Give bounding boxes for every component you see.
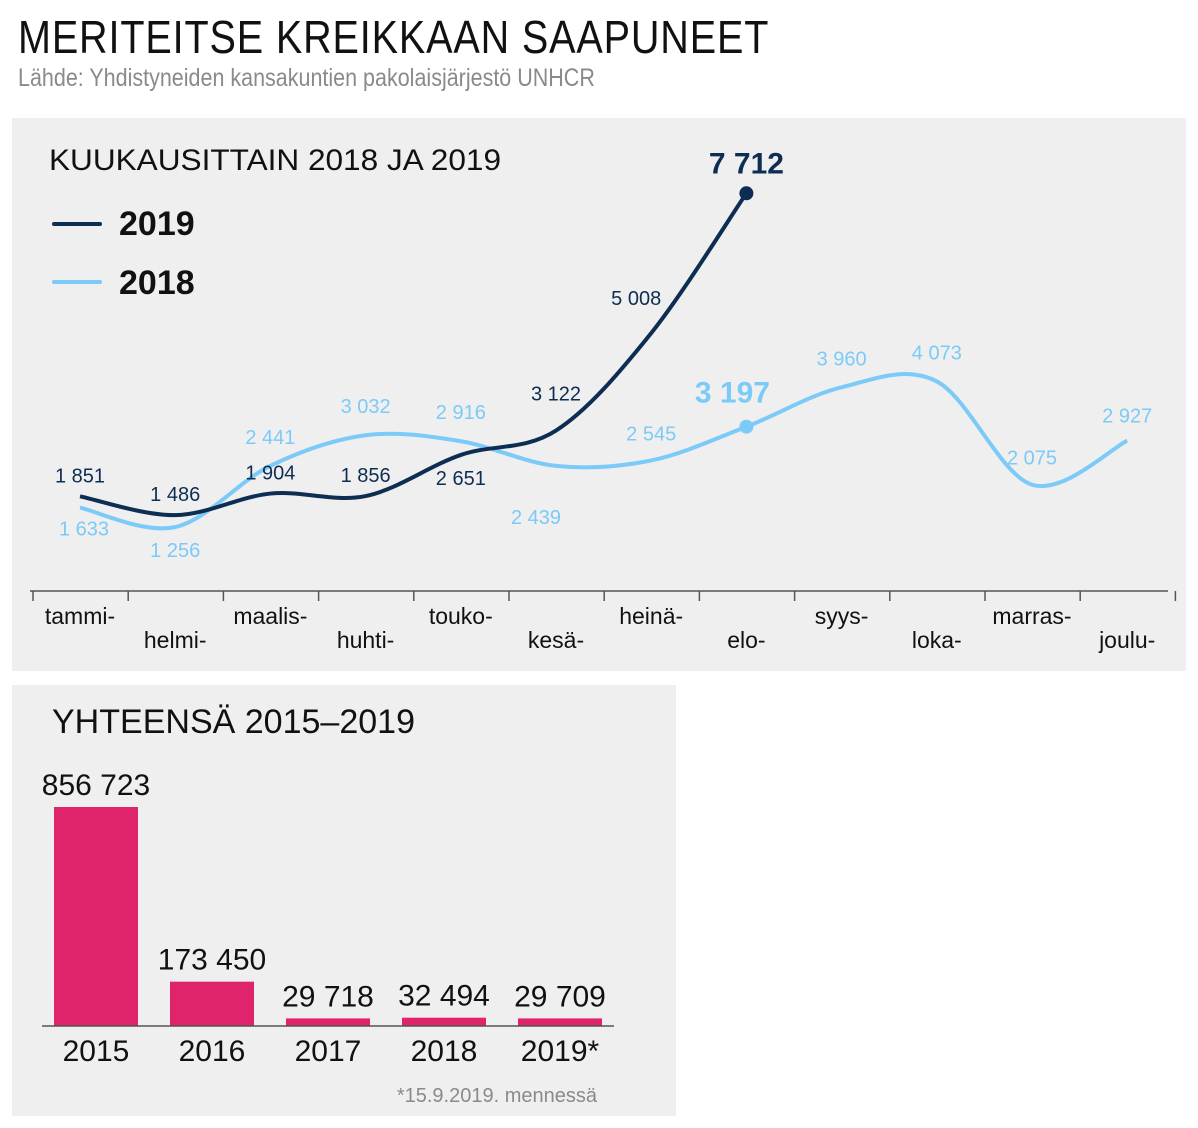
data-label-2019: 1 904 <box>245 463 295 485</box>
data-label-2019: 1 851 <box>55 465 105 487</box>
bar-chart-title: YHTEENSÄ 2015–2019 <box>52 703 415 741</box>
bar-2015 <box>54 807 138 1026</box>
data-label-2018: 1 633 <box>59 519 109 541</box>
point-2018-elo <box>739 419 754 434</box>
data-label-2018: 2 927 <box>1102 406 1152 428</box>
x-tick-label: huhti- <box>337 627 395 653</box>
bar-value-label: 173 450 <box>158 944 266 977</box>
data-label-2018: 3 960 <box>817 348 867 370</box>
x-tick-label: joulu- <box>1098 627 1155 653</box>
bar-value-label: 856 723 <box>42 769 150 802</box>
bar-value-label: 29 709 <box>514 980 606 1013</box>
x-tick-label: syys- <box>815 603 869 629</box>
yearly-bar-chart-panel: YHTEENSÄ 2015–2019 *15.9.2019. mennessä … <box>12 685 676 1116</box>
data-label-2019: 7 712 <box>709 147 784 180</box>
legend-label-2018: 2018 <box>119 264 195 302</box>
line-chart-title: KUUKAUSITTAIN 2018 JA 2019 <box>49 144 501 177</box>
page-title: MERITEITSE KREIKKAAN SAAPUNEET <box>18 11 770 63</box>
series-line-2018 <box>79 372 1129 531</box>
monthly-line-chart: KUUKAUSITTAIN 2018 JA 2019 2019 2018 tam… <box>30 144 1177 653</box>
yearly-bar-chart: YHTEENSÄ 2015–2019 *15.9.2019. mennessä … <box>42 703 614 1107</box>
source-note: Lähde: Yhdistyneiden kansakuntien pakola… <box>18 64 595 92</box>
data-label-2018: 2 075 <box>1007 448 1057 470</box>
x-tick-label: elo- <box>727 627 765 653</box>
data-label-2018: 4 073 <box>912 342 962 364</box>
data-label-2019: 3 122 <box>531 384 581 406</box>
data-label-2018: 2 545 <box>626 423 676 445</box>
series-line-2019 <box>79 192 749 518</box>
x-tick-label: touko- <box>429 603 493 629</box>
data-label-2019: 5 008 <box>611 288 661 310</box>
data-label-2018: 2 916 <box>436 402 486 424</box>
bar-2019 <box>518 1018 602 1026</box>
bar-2017 <box>286 1018 370 1026</box>
bar-value-label: 32 494 <box>398 980 490 1013</box>
bar-category-label: 2017 <box>295 1035 362 1068</box>
x-tick-label: kesä- <box>528 627 584 653</box>
bar-category-label: 2019* <box>521 1035 600 1068</box>
data-label-2018: 2 441 <box>245 427 295 449</box>
x-tick-label: heinä- <box>619 603 683 629</box>
x-tick-label: marras- <box>992 603 1071 629</box>
data-label-2019: 1 856 <box>341 465 391 487</box>
bar-category-label: 2016 <box>179 1035 246 1068</box>
x-tick-label: helmi- <box>144 627 207 653</box>
data-label-2018: 1 256 <box>150 540 200 562</box>
x-tick-label: maalis- <box>233 603 307 629</box>
bar-2016 <box>170 981 254 1026</box>
point-2019-latest <box>739 186 754 201</box>
data-label-2019: 2 651 <box>436 468 486 490</box>
legend: 2019 2018 <box>52 205 195 302</box>
bar-category-label: 2018 <box>411 1035 478 1068</box>
legend-label-2019: 2019 <box>119 205 195 243</box>
data-label-2018: 2 439 <box>511 507 561 529</box>
data-label-2018: 3 197 <box>695 377 770 410</box>
bar-category-label: 2015 <box>63 1035 130 1068</box>
data-label-2018: 3 032 <box>341 396 391 418</box>
x-tick-label: tammi- <box>45 603 115 629</box>
bar-chart-footnote: *15.9.2019. mennessä <box>397 1085 598 1107</box>
monthly-line-chart-panel: KUUKAUSITTAIN 2018 JA 2019 2019 2018 tam… <box>12 118 1186 671</box>
x-tick-label: loka- <box>912 627 962 653</box>
bar-value-label: 29 718 <box>282 980 374 1013</box>
data-label-2019: 1 486 <box>150 484 200 506</box>
bar-2018 <box>402 1017 486 1026</box>
